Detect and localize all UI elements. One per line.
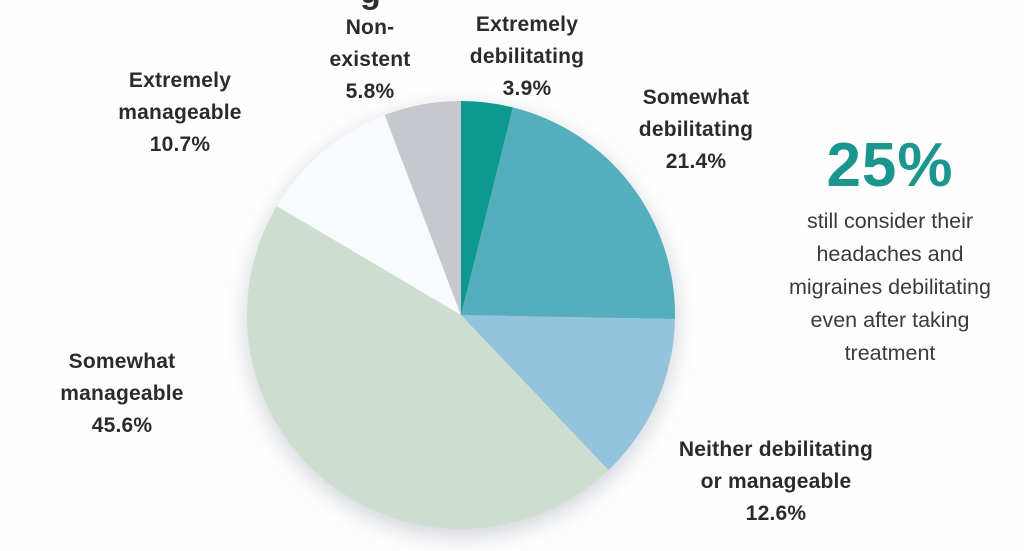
cropped-title-fragment: g [360, 0, 381, 12]
pie-slice-extremely-manageable [276, 115, 461, 315]
pie-chart [246, 101, 675, 530]
slice-label-somewhat-debilitating: Somewhat debilitating 21.4% [638, 86, 754, 173]
slice-label-extremely-manageable: Extremely manageable 10.7% [118, 69, 242, 156]
stat-value: 25% [826, 131, 954, 200]
slice-label-neither-debilitating-or-manageable: Neither debilitating or manageable 12.6% [678, 438, 874, 525]
pie-slice-somewhat-debilitating [461, 107, 675, 320]
stat-description: still consider their headaches and migra… [789, 209, 991, 365]
pie-chart-container [246, 100, 676, 530]
slice-label-non-existent: Non- existent 5.8% [329, 16, 411, 103]
slice-label-extremely-debilitating: Extremely debilitating 3.9% [469, 13, 585, 100]
stat-callout: 25% still consider their headaches and m… [745, 135, 1024, 370]
pie-slice-neither-debilitating-or-manageable [461, 315, 675, 471]
pie-slice-non-existent [384, 101, 461, 315]
pie-slice-extremely-debilitating [461, 101, 513, 315]
pie-slice-somewhat-manageable [246, 206, 609, 530]
slice-label-somewhat-manageable: Somewhat manageable 45.6% [60, 350, 184, 437]
